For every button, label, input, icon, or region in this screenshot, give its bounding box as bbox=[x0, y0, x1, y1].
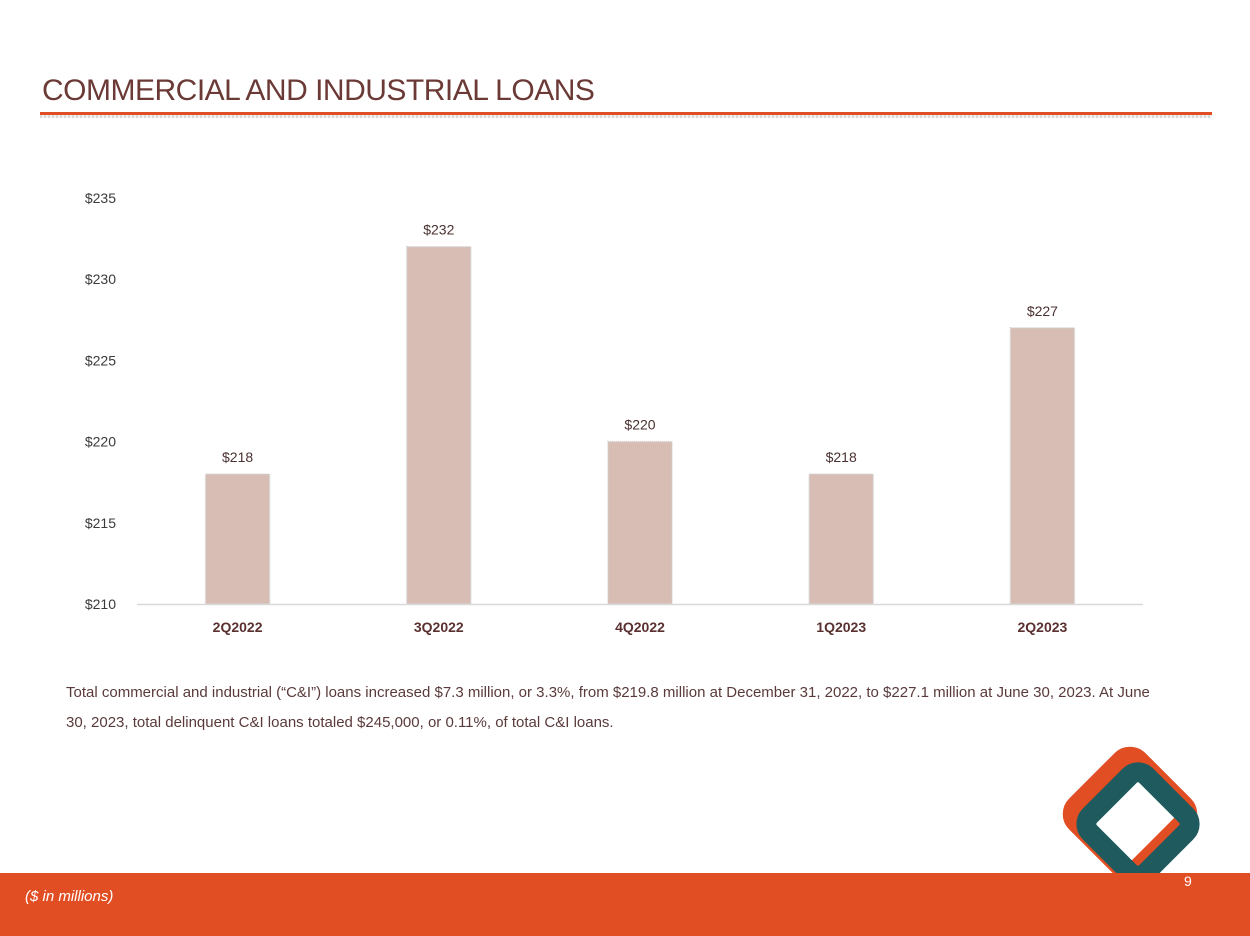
x-tick-label: 2Q2022 bbox=[213, 619, 263, 635]
y-tick-label: $210 bbox=[85, 596, 116, 612]
data-label: $218 bbox=[222, 449, 253, 465]
title-rule-shadow bbox=[40, 115, 1212, 118]
x-tick-label: 1Q2023 bbox=[816, 619, 866, 635]
x-axis-categories: 2Q2022 3Q2022 4Q2022 1Q2023 2Q2023 bbox=[213, 619, 1068, 635]
bar-chart: $210 $215 $220 $225 $230 $235 2Q2022 3Q2022 4Q2… bbox=[85, 190, 1143, 635]
footer-bar bbox=[0, 873, 1250, 936]
footnote-units: ($ in millions) bbox=[25, 888, 114, 905]
y-tick-label: $215 bbox=[85, 515, 116, 531]
bars bbox=[204, 245, 1076, 605]
page-number: 9 bbox=[1184, 873, 1192, 889]
bar-2Q2023 bbox=[1009, 327, 1076, 605]
y-axis-ticks: $210 $215 $220 $225 $230 $235 bbox=[85, 190, 116, 612]
x-tick-label: 4Q2022 bbox=[615, 619, 665, 635]
data-label: $232 bbox=[423, 222, 454, 238]
summary-text: Total commercial and industrial (“C&I”) … bbox=[66, 684, 1150, 731]
x-tick-label: 3Q2022 bbox=[414, 619, 464, 635]
y-tick-label: $225 bbox=[85, 352, 116, 368]
x-tick-label: 2Q2023 bbox=[1017, 619, 1067, 635]
bar-2Q2022 bbox=[204, 473, 271, 605]
bar-1Q2023 bbox=[808, 473, 874, 605]
y-tick-label: $235 bbox=[85, 190, 116, 206]
data-label: $218 bbox=[826, 449, 857, 465]
data-label: $220 bbox=[624, 417, 655, 433]
slide-title: COMMERCIAL AND INDUSTRIAL LOANS bbox=[42, 74, 595, 107]
bar-4Q2022 bbox=[607, 440, 673, 605]
y-tick-label: $230 bbox=[85, 271, 116, 287]
title-rule bbox=[40, 112, 1212, 115]
data-labels: $218 $232 $220 $218 $227 bbox=[222, 222, 1058, 465]
y-tick-label: $220 bbox=[85, 434, 116, 450]
data-label: $227 bbox=[1027, 303, 1058, 319]
diamond-logo-icon bbox=[1062, 746, 1200, 886]
bar-3Q2022 bbox=[406, 245, 472, 605]
